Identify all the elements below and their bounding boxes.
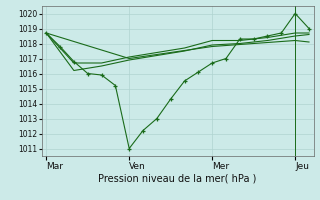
X-axis label: Pression niveau de la mer( hPa ): Pression niveau de la mer( hPa )	[99, 173, 257, 183]
